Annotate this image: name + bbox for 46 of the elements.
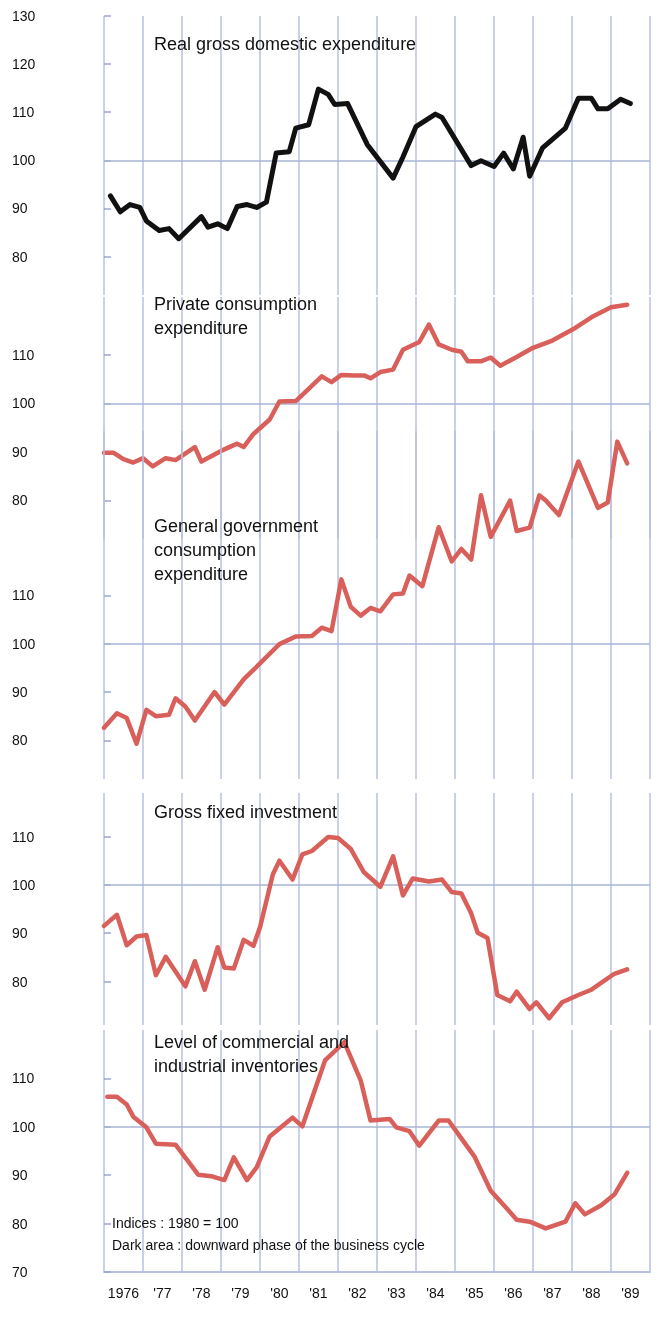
y-tick-label: 130	[12, 8, 36, 25]
x-tick-label: 1976	[107, 1285, 140, 1302]
text: Level of commercial and industrial inventories	[154, 1031, 355, 1076]
y-tick-label: 70	[12, 1264, 28, 1281]
y-tick-label: 110	[12, 587, 35, 604]
annotation: Dark area : downward phase of the business cycle	[112, 1236, 426, 1253]
x-tick-label: '79	[231, 1285, 250, 1302]
x-tick-label: '89	[621, 1285, 640, 1302]
y-tick-label: 100	[12, 1119, 36, 1136]
x-tick-label: '78	[192, 1285, 211, 1302]
y-tick-label: 90	[12, 443, 28, 460]
y-tick-label: 90	[12, 1167, 28, 1184]
y-tick-label: 110	[12, 828, 35, 845]
y-tick-label: 100	[12, 152, 36, 169]
line-series	[101, 834, 630, 1021]
x-tick-label: '87	[543, 1285, 562, 1302]
annotation: Indices : 1980 = 100	[112, 1214, 239, 1231]
y-tick-label: 120	[12, 56, 36, 73]
x-tick-label: '88	[582, 1285, 601, 1302]
x-tick-label: '82	[348, 1285, 367, 1302]
y-tick-label: 80	[12, 492, 28, 509]
y-tick-label: 90	[12, 684, 28, 701]
text: General government consumption expenditure	[154, 515, 324, 584]
y-tick-label: 80	[12, 732, 28, 749]
x-tick-label: '80	[270, 1285, 289, 1302]
y-tick-label: 100	[12, 636, 36, 653]
text: Real gross domestic expenditure	[154, 33, 417, 54]
y-tick-label: 90	[12, 200, 28, 217]
y-tick-label: 90	[12, 925, 28, 942]
x-tick-label: '85	[465, 1285, 484, 1302]
text: Private consumption expenditure	[154, 293, 323, 338]
y-tick-label: 80	[12, 248, 28, 265]
y-tick-label: 100	[12, 395, 36, 412]
y-tick-label: 80	[12, 973, 28, 990]
y-tick-label: 110	[12, 1070, 35, 1087]
line-series	[101, 439, 630, 747]
y-tick-label: 110	[12, 104, 35, 121]
x-tick-label: '83	[387, 1285, 406, 1302]
x-tick-label: '86	[504, 1285, 523, 1302]
x-tick-label: '84	[426, 1285, 445, 1302]
y-tick-label: 100	[12, 877, 36, 894]
x-tick-label: '81	[309, 1285, 328, 1302]
text: Gross fixed investment	[154, 801, 338, 822]
y-tick-label: 110	[12, 346, 35, 363]
x-tick-label: '77	[153, 1285, 172, 1302]
y-tick-label: 80	[12, 1215, 28, 1232]
